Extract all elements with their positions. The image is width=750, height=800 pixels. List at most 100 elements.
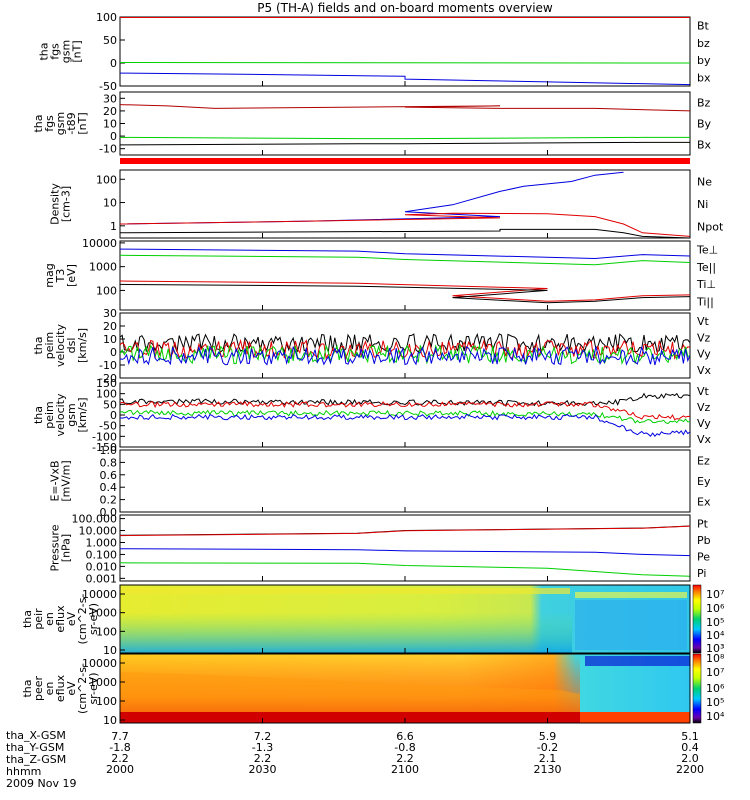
x-tick-label: 2.2: [396, 752, 414, 765]
x-tick-label: -1.3: [252, 741, 273, 754]
row-label-y-gsm: tha_Y-GSM: [6, 741, 65, 754]
legend-entry: Ti||: [696, 295, 714, 308]
y-tick-label: 50: [103, 398, 117, 411]
x-tick-label: 2.1: [539, 752, 557, 765]
series-line-Ti||: [120, 254, 690, 266]
legend-entry: Vx: [697, 433, 712, 446]
panel-fgs_gsm: 100 50 0 -50 thafgsgsm[nT] Bt bz by bx: [38, 11, 711, 93]
x-tick-label: 2.2: [111, 752, 129, 765]
series-line-By: [120, 136, 690, 140]
y-tick-label: 1.0: [100, 444, 118, 457]
panel-temperature: 10000 1000 100 magT3[eV] Te⊥ Te|| Ti⊥ Ti||: [43, 237, 718, 311]
x-tick-label: 2.2: [254, 752, 272, 765]
x-tick-label: 2.0: [681, 752, 699, 765]
y-tick-label: 0.6: [100, 469, 118, 482]
x-tick-label: 2200: [676, 763, 704, 776]
svg-text:10⁴: 10⁴: [706, 710, 725, 723]
series-line-Vy: [120, 409, 690, 425]
series-line-Ti⊥: [120, 248, 690, 260]
y-tick-label: 100: [96, 388, 117, 401]
legend-entry: Bt: [697, 20, 710, 33]
legend-entry: Ni: [697, 198, 708, 211]
x-tick-label: 2130: [534, 763, 562, 776]
y-tick-label: -100: [92, 430, 117, 443]
ion-spectrogram: [120, 585, 690, 653]
y-tick-label: 100: [96, 173, 117, 186]
x-tick-label: 7.2: [254, 730, 272, 743]
svg-text:10⁵: 10⁵: [706, 696, 724, 709]
series-line-Pb: [120, 525, 690, 537]
x-tick-label: -0.8: [394, 741, 415, 754]
y-axis-label: thapeerenefluxeV(cm^2-s-sr-eV): [21, 663, 100, 714]
y-tick-label: 0.010: [86, 560, 118, 573]
series-line-Pi: [120, 548, 690, 557]
ion-colorbar: [692, 584, 702, 654]
legend-entry: Ex: [697, 496, 711, 509]
y-tick-label: 10: [103, 644, 117, 657]
series-line-Bz: [120, 104, 690, 112]
y-tick-label: 1.000: [86, 536, 118, 549]
legend-entry: Vt: [697, 385, 710, 398]
legend-entry: Pe: [697, 550, 710, 563]
series-line-Te⊥: [120, 280, 690, 302]
y-tick-label: 1000: [89, 676, 117, 689]
y-tick-label: 10: [103, 197, 117, 210]
svg-text:10⁸: 10⁸: [706, 652, 725, 665]
series-line-Pe: [120, 562, 690, 577]
y-tick-label: 10.000: [79, 525, 118, 538]
ion-colorbar-ticks: 10⁷ 10⁶ 10⁵ 10⁴ 10³: [706, 588, 725, 655]
legend-entry: bx: [697, 71, 711, 84]
panel-frame: [119, 169, 691, 239]
series-line-Vz: [120, 401, 690, 421]
y-tick-label: 10000: [82, 657, 117, 670]
x-tick-label: 0.4: [681, 741, 699, 754]
y-tick-label: 0: [110, 346, 117, 359]
svg-text:10⁶: 10⁶: [706, 682, 725, 695]
y-tick-label: 100.000: [72, 513, 118, 526]
legend-entry: Vz: [697, 401, 711, 414]
legend-entry: Pb: [697, 534, 711, 547]
x-tick-label: 2100: [391, 763, 419, 776]
y-axis-label: magT3[eV]: [43, 263, 78, 287]
x-tick-label: 7.7: [111, 730, 129, 743]
legend-entry: Bz: [697, 97, 711, 110]
y-tick-label: 30: [103, 307, 117, 320]
legend-entry: Ey: [697, 475, 711, 488]
y-axis-label: thafgsgsm[nT]: [38, 40, 84, 63]
row-label-z-gsm: tha_Z-GSM: [6, 753, 67, 766]
svg-text:10⁶: 10⁶: [706, 602, 725, 615]
panel-electron_spectrogram: 10000 1000 100 10thapeerenefluxeV(cm^2-s-sr…: [21, 653, 691, 727]
legend-entry: Bx: [697, 139, 712, 152]
y-tick-label: -150: [92, 441, 117, 454]
panel-efield: 1.00.80.60.40.20.0 E=-VxB[mV/m] Ez Ey Ex: [49, 444, 711, 519]
y-tick-label: -10: [99, 143, 117, 156]
svg-text:10³: 10³: [706, 642, 724, 655]
svg-text:10⁴: 10⁴: [706, 629, 725, 642]
x-tick-label: -0.2: [537, 741, 558, 754]
electron-colorbar: [692, 653, 702, 724]
svg-text:10⁵: 10⁵: [706, 616, 724, 629]
y-tick-label: -50: [99, 420, 117, 433]
electron-spectrogram: [120, 654, 690, 723]
x-axis-row-labels: tha_X-GSM tha_Y-GSM tha_Z-GSM hhmm 2009 …: [6, 730, 76, 790]
x-tick-label: 6.6: [396, 730, 414, 743]
y-tick-label: -20: [99, 372, 117, 385]
panel-frame: [119, 514, 691, 582]
series-line-Vx: [120, 413, 690, 437]
y-tick-label: 10: [103, 118, 117, 131]
series-line-Vz: [120, 338, 690, 361]
y-tick-label: 100: [96, 625, 117, 638]
panel-frame: [119, 449, 691, 513]
legend-entry: Ne: [697, 175, 712, 188]
y-axis-label: Pressure[nPa]: [49, 524, 73, 571]
svg-text:10⁷: 10⁷: [706, 666, 724, 679]
y-tick-label: 0.8: [100, 456, 118, 469]
date-label: 2009 Nov 19: [6, 777, 77, 790]
y-tick-label: 0: [110, 409, 117, 422]
legend-entry: by: [697, 54, 711, 67]
x-tick-label: 5.1: [681, 730, 699, 743]
y-axis-label: thapeimvelocitygsm[km/s]: [32, 393, 89, 436]
